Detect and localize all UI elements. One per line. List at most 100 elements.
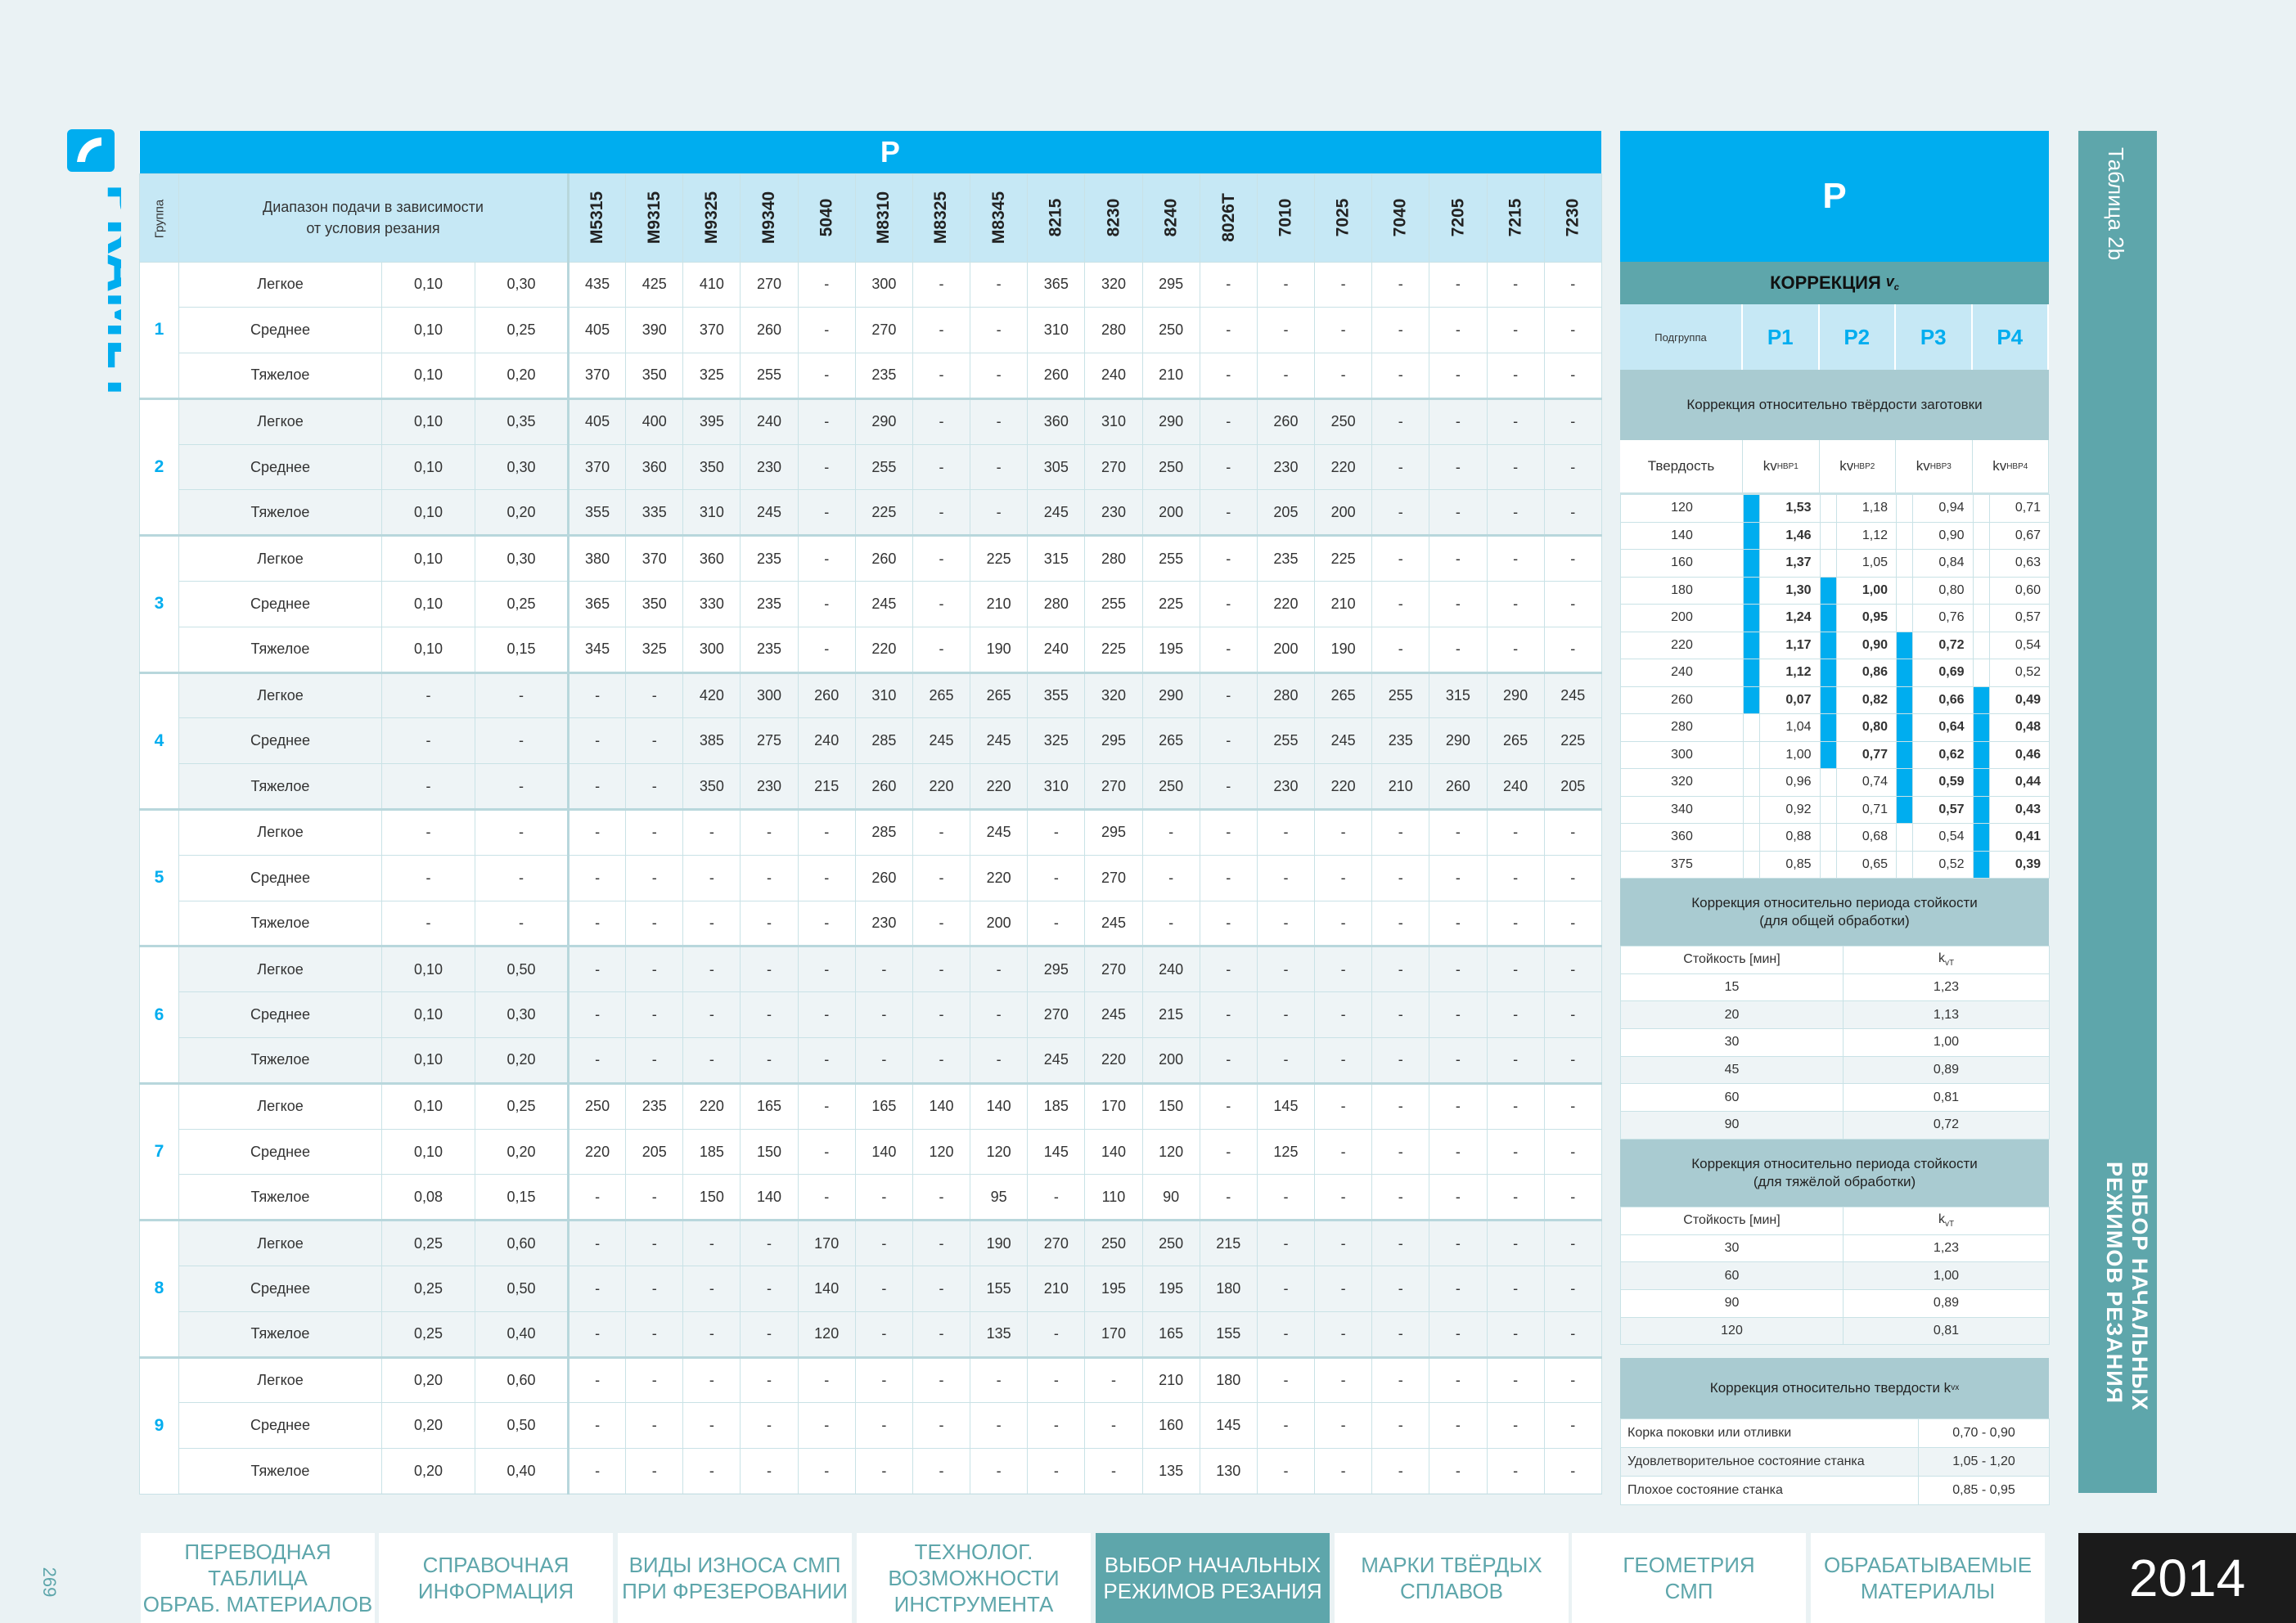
nav-tab[interactable]: ВИДЫ ИЗНОСА СМП ПРИ ФРЕЗЕРОВАНИИ <box>618 1533 852 1623</box>
speed-cell: 210 <box>1371 763 1430 811</box>
kv-value: 0,66 <box>1912 686 1974 714</box>
speed-cell: - <box>970 991 1029 1039</box>
speed-cell: 250 <box>1141 443 1200 491</box>
range-marker <box>1972 494 1990 523</box>
feed-max-cell: 0,25 <box>475 1081 569 1130</box>
range-marker <box>1819 740 1837 769</box>
condition-cell: Легкое <box>178 1219 382 1267</box>
range-marker <box>1972 604 1990 632</box>
speed-cell: - <box>625 1402 684 1450</box>
speed-cell: 225 <box>970 534 1029 582</box>
hardness-value: 340 <box>1620 795 1744 824</box>
speed-cell: - <box>740 808 799 856</box>
speed-cell: - <box>797 1402 856 1450</box>
speed-cell: - <box>1027 808 1086 856</box>
speed-cell: - <box>566 763 627 811</box>
speed-cell: 240 <box>1486 763 1545 811</box>
condition-row: Корка поковки или отливки 0,70 - 0,90 <box>1620 1418 2050 1449</box>
speed-cell: - <box>1543 1219 1602 1267</box>
hardness-value: 240 <box>1620 659 1744 687</box>
feed-min-cell: 0,10 <box>381 353 475 399</box>
kv-header-1: kv HBP1 <box>1743 440 1820 492</box>
condition-cell: Среднее <box>178 443 382 491</box>
feed-min-cell: 0,20 <box>381 1355 475 1404</box>
speed-cell: - <box>1199 854 1258 901</box>
life-header-row: Стойкость [мин] kvT <box>1620 1206 2050 1235</box>
speed-cell: 120 <box>797 1311 856 1358</box>
hardness-row: 220 1,17 0,90 0,72 0,54 <box>1620 631 2050 659</box>
kv-value: 1,12 <box>1759 659 1821 687</box>
hardness-value: 160 <box>1620 549 1744 578</box>
life-row: 15 1,23 <box>1620 973 2050 1002</box>
speed-cell: 295 <box>1084 808 1143 856</box>
range-marker <box>1896 549 1913 578</box>
speed-cell: 265 <box>970 671 1029 719</box>
kvt-value: 0,81 <box>1843 1316 2050 1346</box>
condition-cell: Тяжелое <box>178 626 382 673</box>
subgroup-p2: P2 <box>1820 304 1896 370</box>
nav-tab[interactable]: ВЫБОР НАЧАЛЬНЫХ РЕЖИМОВ РЕЗАНИЯ <box>1096 1533 1330 1623</box>
subgroup-p4: P4 <box>1973 304 2049 370</box>
condition-cell: Среднее <box>178 581 382 627</box>
kv-value: 1,12 <box>1835 521 1897 550</box>
feed-min-cell: - <box>381 900 475 947</box>
feed-min-cell: - <box>381 854 475 901</box>
speed-cell: 260 <box>1429 763 1488 811</box>
speed-cell: - <box>566 1219 627 1267</box>
grade-header: 7040 <box>1371 173 1430 263</box>
speed-cell: 365 <box>566 581 627 627</box>
kvt-value: 1,00 <box>1843 1261 2050 1290</box>
kv-value: 1,30 <box>1759 576 1821 605</box>
table-number-label: Таблица 2b <box>2104 147 2128 261</box>
speed-cell: - <box>1543 1037 1602 1084</box>
speed-cell: 270 <box>1084 854 1143 901</box>
feed-max-cell: - <box>475 763 569 811</box>
nav-tab[interactable]: ПЕРЕВОДНАЯ ТАБЛИЦА ОБРАБ. МАТЕРИАЛОВ <box>141 1533 375 1623</box>
speed-cell: 405 <box>566 397 627 445</box>
speed-cell: - <box>1199 717 1258 765</box>
speed-cell: - <box>912 261 971 308</box>
kv-value: 0,86 <box>1835 659 1897 687</box>
table-row: 5 Легкое - - - - - - -285-245-295- - - - - - - - <box>139 808 1602 947</box>
kv-value: 0,94 <box>1912 494 1974 523</box>
speed-cell: 245 <box>1543 671 1602 719</box>
speed-cell: - <box>970 1448 1029 1495</box>
table-row: Среднее 0,10 0,25 405 390 370 260-270- -310 280 2… <box>140 307 1602 354</box>
range-marker <box>1743 604 1760 632</box>
condition-cell: Среднее <box>178 717 382 765</box>
feed-max-cell: - <box>475 854 569 901</box>
speed-cell: - <box>1371 1448 1430 1495</box>
feed-max-cell: 0,50 <box>475 1402 569 1450</box>
speed-cell: - <box>682 854 741 901</box>
feed-max-cell: - <box>475 900 569 947</box>
kvt-value: 1,23 <box>1843 1234 2050 1263</box>
hardness-value: 200 <box>1620 604 1744 632</box>
feed-max-cell: 0,50 <box>475 1266 569 1312</box>
speed-cell: - <box>1314 808 1373 856</box>
range-marker <box>1743 823 1760 852</box>
range-marker <box>1743 686 1760 714</box>
kv-value: 1,17 <box>1759 631 1821 659</box>
range-marker <box>1743 576 1760 605</box>
table-row: 8 Легкое 0,25 0,60- - - -170- -190 270 250 250 215-… <box>139 1219 1602 1358</box>
table-row: Тяжелое 0,10 0,20 370 350 325 255-235- -260 240 2… <box>140 353 1602 399</box>
speed-cell: 290 <box>1429 717 1488 765</box>
nav-tab[interactable]: МАРКИ ТВЁРДЫХ СПЛАВОВ <box>1335 1533 1569 1623</box>
nav-tab[interactable]: ОБРАБАТЫВАЕМЫЕ МАТЕРИАЛЫ <box>1811 1533 2045 1623</box>
speed-cell: 165 <box>854 1081 913 1130</box>
condition-cell: Тяжелое <box>178 1174 382 1221</box>
speed-cell: - <box>1199 1037 1258 1084</box>
speed-cell: 310 <box>682 489 741 537</box>
nav-tab[interactable]: ГЕОМЕТРИЯ СМП <box>1572 1533 1806 1623</box>
speed-cell: 245 <box>1084 991 1143 1039</box>
nav-tab[interactable]: ТЕХНОЛОГ. ВОЗМОЖНОСТИ ИНСТРУМЕНТА <box>857 1533 1091 1623</box>
speed-cell: 345 <box>566 626 627 673</box>
speed-cell: - <box>1543 1402 1602 1450</box>
speed-cell: - <box>1314 900 1373 947</box>
speed-cell: - <box>1371 626 1430 673</box>
speed-cell: - <box>1429 991 1488 1039</box>
speed-cell: - <box>854 1219 913 1267</box>
speed-cell: 165 <box>1141 1311 1200 1358</box>
nav-tab[interactable]: СПРАВОЧНАЯ ИНФОРМАЦИЯ <box>379 1533 613 1623</box>
speed-cell: 235 <box>1371 717 1430 765</box>
